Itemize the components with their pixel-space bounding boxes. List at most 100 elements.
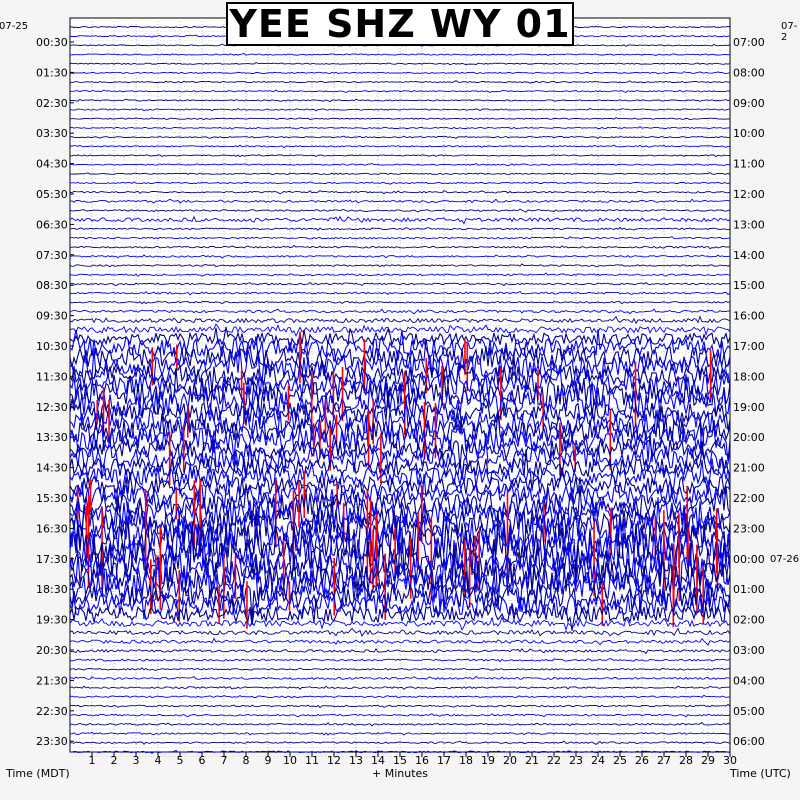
x-tick-label: 21 [525,754,539,767]
x-tick-label: 15 [393,754,407,767]
start-date-right: 07-2 [781,21,798,43]
right-time-label: 14:00 [733,249,765,262]
trace-line [69,144,731,149]
x-tick-label: 7 [221,754,228,767]
trace-line [69,208,731,213]
trace-line [69,368,731,418]
left-time-label: 07:30 [36,249,68,262]
left-time-label: 05:30 [36,188,68,201]
trace-line [69,616,731,632]
x-tick-label: 23 [569,754,583,767]
trace-line [69,154,731,158]
trace-line [69,89,731,94]
right-time-label: 23:00 [733,522,765,535]
trace-line [69,329,731,364]
trace-line [69,308,731,315]
trace-line [69,722,731,727]
left-time-label: 14:30 [36,462,68,475]
x-tick-label: 14 [371,754,385,767]
trace-line [69,533,731,603]
trace-line [69,740,731,745]
right-time-label: 11:00 [733,158,765,171]
left-time-label: 16:30 [36,522,68,535]
trace-line [69,496,731,543]
trace-line [69,409,731,455]
right-time-label: 20:00 [733,431,765,444]
left-time-label: 03:30 [36,127,68,140]
x-tick-label: 30 [723,754,737,767]
left-time-label: 04:30 [36,158,68,171]
x-tick-label: 3 [133,754,140,767]
trace-line [69,52,731,57]
trace-line [69,667,731,671]
x-tick-label: 18 [459,754,473,767]
trace-line [69,98,731,103]
trace-line [69,483,731,528]
right-time-labels: 07:00 08:00 09:00 10:00 11:00 12:00 13:00 14:00… [733,36,765,748]
trace-line [69,436,731,469]
x-tick-label: 9 [265,754,272,767]
left-time-label: 19:30 [36,614,68,627]
trace-line [69,181,731,185]
trace-line [69,391,731,432]
left-time-label: 22:30 [36,705,68,718]
left-time-label: 00:30 [36,36,68,49]
trace-line [69,126,731,130]
trace-line [69,627,731,637]
trace-line [69,414,731,463]
trace-line [69,467,731,505]
right-time-label: 10:00 [733,127,765,140]
x-tick-label: 8 [243,754,250,767]
x-tick-label: 1 [89,754,96,767]
x-tick-label: 16 [415,754,429,767]
right-time-label: 00:00 [733,553,765,566]
right-time-label: 17:00 [733,340,765,353]
x-tick-label: 29 [701,754,715,767]
right-time-label: 08:00 [733,66,765,79]
trace-line [69,703,731,709]
right-time-label: 03:00 [733,644,765,657]
right-time-label: 05:00 [733,705,765,718]
left-time-label: 09:30 [36,310,68,323]
x-axis-label-right: Time (UTC) [730,767,791,780]
trace-line [69,694,731,699]
trace-line [69,116,731,121]
trace-line [69,323,731,338]
right-time-label: 22:00 [733,492,765,505]
left-time-label: 15:30 [36,492,68,505]
trace-line [69,439,731,479]
chart-title: YEE SHZ WY 01 [226,2,574,46]
x-tick-label: 20 [503,754,517,767]
trace-line [69,107,731,112]
trace-line [69,598,731,631]
left-time-label: 20:30 [36,644,68,657]
trace-line [70,162,731,167]
left-time-label: 21:30 [36,674,68,687]
trace-line [69,290,731,296]
trace-line [69,215,731,225]
x-tick-label: 11 [305,754,319,767]
right-time-label: 07:00 [733,36,765,49]
right-time-label: 09:00 [733,97,765,110]
left-time-label: 11:30 [36,370,68,383]
right-time-label: 18:00 [733,370,765,383]
right-time-label: 21:00 [733,462,765,475]
date-change-right: 07-26 [770,554,800,565]
trace-line [69,272,731,277]
trace-line [69,198,731,204]
trace-line [69,364,731,398]
trace-line [69,62,731,66]
left-time-labels: 00:30 01:30 02:30 03:30 04:30 05:30 06:30 07:30… [36,36,74,748]
right-time-label: 13:00 [733,218,765,231]
left-time-label: 08:30 [36,279,68,292]
trace-line [69,520,731,594]
trace-line [69,300,731,305]
left-time-label: 02:30 [36,97,68,110]
x-tick-label: 17 [437,754,451,767]
right-time-label: 06:00 [733,735,765,748]
x-tick-label: 25 [613,754,627,767]
trace-line [69,172,731,175]
trace-line [69,395,731,448]
right-time-label: 01:00 [733,583,765,596]
